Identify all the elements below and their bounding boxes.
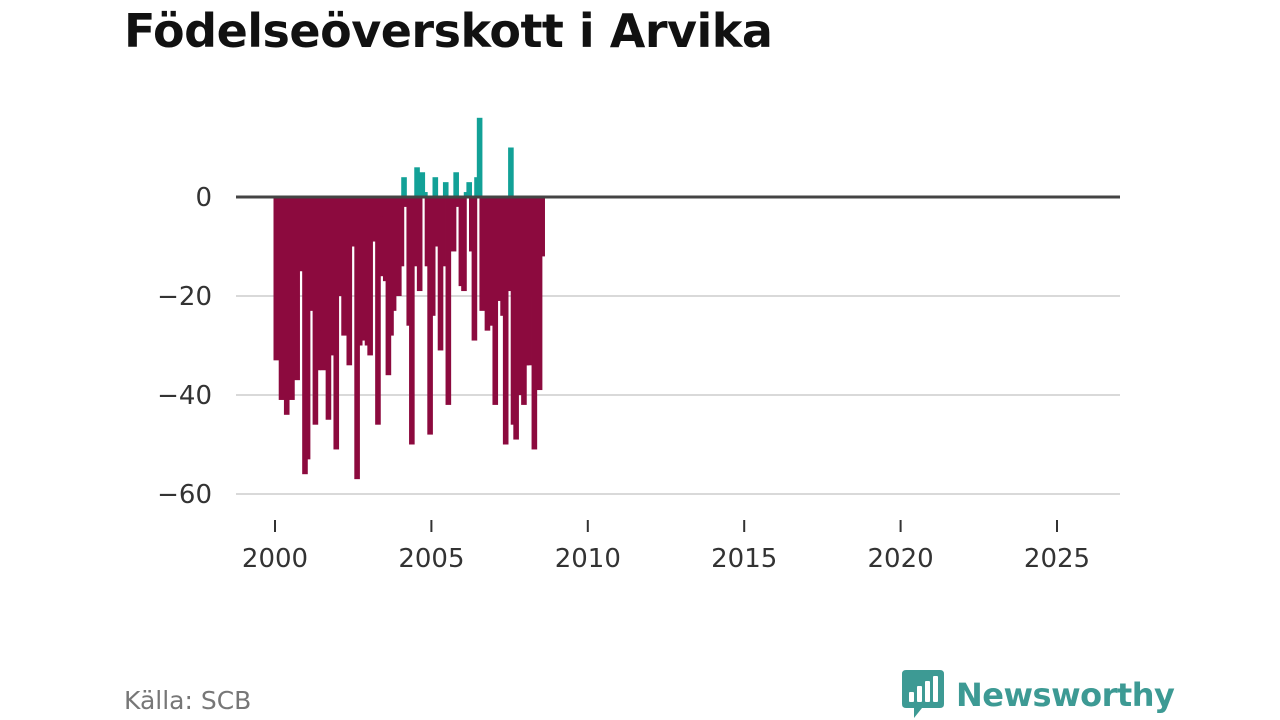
bar — [461, 197, 467, 292]
bar — [377, 197, 384, 277]
bar — [502, 197, 509, 445]
newsworthy-logo-icon — [902, 670, 944, 718]
bar — [539, 197, 545, 257]
bar — [333, 197, 340, 450]
x-tick-label: 2020 — [868, 544, 934, 574]
bar — [416, 197, 423, 292]
x-tick-label: 2000 — [242, 544, 308, 574]
x-tick-label: 2010 — [555, 544, 621, 574]
y-tick-label: −40 — [157, 381, 212, 411]
bar — [466, 182, 472, 197]
bar — [429, 197, 436, 316]
axes: 0 −20 −40 −60 2000 2005 2010 2015 2020 2025 — [157, 183, 1120, 574]
bar — [414, 167, 420, 197]
bar — [442, 182, 449, 197]
bar — [294, 197, 300, 381]
bar — [508, 147, 514, 197]
bar — [471, 197, 478, 341]
y-tick-label: −20 — [157, 282, 212, 312]
bar — [536, 197, 543, 391]
bar — [445, 197, 452, 405]
bar — [492, 197, 499, 405]
bar — [375, 197, 381, 425]
bar — [505, 197, 512, 292]
y-tick-label: −60 — [157, 480, 212, 510]
bar — [401, 177, 407, 197]
x-tick-label: 2005 — [398, 544, 464, 574]
bar — [453, 172, 459, 197]
bar — [422, 192, 428, 197]
bar — [419, 172, 426, 197]
grid-lines — [236, 295, 1120, 495]
bar — [304, 197, 311, 460]
bar — [437, 197, 444, 351]
y-tick-label: 0 — [195, 183, 212, 213]
chart-title: Födelseöverskott i Arvika — [124, 4, 773, 58]
bar — [367, 197, 373, 356]
bar — [346, 197, 353, 366]
bar — [409, 197, 415, 445]
bar — [450, 197, 457, 252]
brand-name: Newsworthy — [956, 676, 1175, 714]
x-tick-label: 2025 — [1024, 544, 1090, 574]
source-note: Källa: SCB — [124, 686, 252, 715]
bar — [476, 117, 483, 197]
x-tick-label: 2015 — [711, 544, 777, 574]
bar — [411, 197, 418, 267]
bar — [432, 177, 439, 197]
bar — [440, 197, 446, 267]
bars — [273, 117, 545, 480]
bar — [398, 197, 405, 267]
newsworthy-brand: Newsworthy — [902, 670, 1175, 720]
